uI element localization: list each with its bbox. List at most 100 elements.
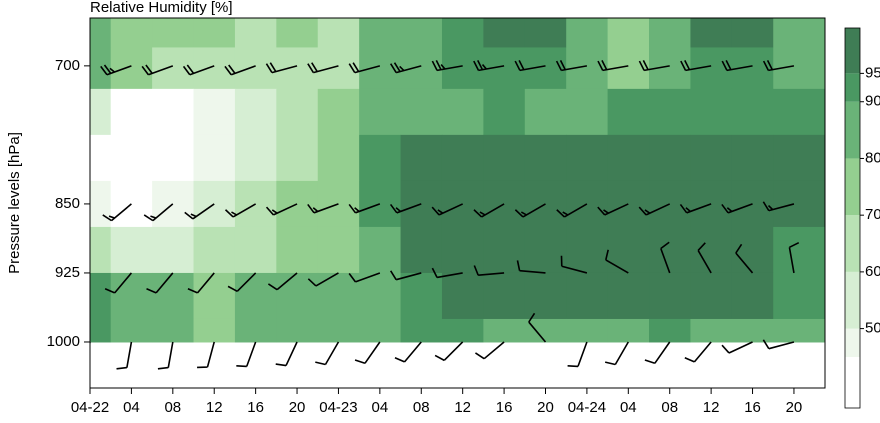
rh-cell: [152, 272, 195, 320]
rh-cell: [110, 318, 153, 343]
rh-cell: [90, 134, 112, 182]
wind-barb: [560, 255, 588, 274]
rh-cell: [566, 18, 609, 48]
rh-cell: [483, 180, 526, 228]
wind-barb: [473, 59, 505, 72]
rh-cell: [690, 88, 733, 136]
rh-cell: [566, 226, 609, 274]
wind-barb: [567, 341, 588, 368]
wind-barb: [762, 339, 795, 350]
rh-cell: [359, 88, 402, 136]
colorbar-band: [845, 328, 860, 357]
x-tick-label: 04-23: [319, 399, 357, 416]
rh-cell: [234, 134, 277, 182]
colorbar-tick-label: 60: [865, 263, 880, 280]
rh-cell: [773, 272, 825, 320]
wind-barb: [697, 242, 712, 274]
wind-barb: [604, 341, 630, 366]
rh-cell: [607, 272, 650, 320]
wind-barb: [721, 59, 753, 72]
wind-barb: [735, 243, 754, 274]
rh-cell: [276, 18, 319, 48]
x-tick-label: 04: [123, 399, 140, 416]
wind-barb: [307, 272, 339, 287]
wind-barb: [605, 249, 629, 274]
rh-cell: [690, 226, 733, 274]
colorbar-band: [845, 158, 860, 216]
rh-cell: [441, 318, 484, 343]
wind-barb: [597, 203, 629, 216]
rh-cell: [193, 318, 236, 343]
rh-cell: [566, 134, 609, 182]
rh-cell: [90, 18, 112, 48]
x-tick-label: 20: [289, 399, 306, 416]
wind-barb: [141, 64, 174, 76]
wind-barb: [348, 62, 381, 74]
rh-cell: [731, 88, 774, 136]
rh-cell: [359, 134, 402, 182]
rh-cell: [773, 18, 825, 48]
rh-cell: [524, 88, 567, 136]
rh-cell: [359, 272, 402, 320]
rh-cell: [690, 18, 733, 48]
rh-cell: [524, 180, 567, 228]
wind-barb: [227, 272, 257, 293]
rh-cell: [690, 272, 733, 320]
rh-cell: [441, 18, 484, 48]
y-tick-label: 850: [55, 195, 80, 212]
rh-cell: [400, 88, 443, 136]
rh-cell: [607, 226, 650, 274]
rh-cell: [90, 47, 112, 90]
rh-cell: [773, 88, 825, 136]
rh-cell: [731, 134, 774, 182]
rh-cell: [566, 180, 609, 228]
rh-cell: [276, 272, 319, 320]
rh-cell: [441, 180, 484, 228]
wind-barb: [434, 341, 464, 362]
wind-barb: [597, 59, 629, 72]
rh-cell: [110, 88, 153, 136]
colorbar-tick-label: 70: [865, 206, 880, 223]
rh-cell: [731, 272, 774, 320]
wind-barb: [516, 260, 546, 274]
rh-cell: [317, 18, 360, 48]
rh-cell: [193, 47, 236, 90]
x-tick-label: 16: [247, 399, 264, 416]
rh-cell: [317, 134, 360, 182]
rh-cell: [152, 318, 195, 343]
x-tick-label: 08: [164, 399, 181, 416]
x-tick-label: 08: [413, 399, 430, 416]
wind-barb: [184, 203, 215, 220]
wind-barb: [224, 203, 257, 218]
y-axis-label: Pressure levels [hPa]: [6, 132, 23, 274]
rh-cell: [441, 226, 484, 274]
wind-barb: [236, 341, 257, 368]
wind-barb: [431, 203, 464, 216]
colorbar-band: [845, 271, 860, 329]
plot-frame: [89, 17, 826, 389]
rh-cell: [524, 318, 567, 343]
rh-cell: [441, 134, 484, 182]
rh-cell: [276, 47, 319, 90]
wind-barb: [431, 267, 463, 279]
rh-cell: [152, 88, 195, 136]
rh-cell: [607, 180, 650, 228]
rh-cell: [110, 226, 153, 274]
rh-cell: [317, 226, 360, 274]
rh-cell: [152, 226, 195, 274]
rh-cell: [193, 18, 236, 48]
rh-cell: [276, 226, 319, 274]
rh-cell: [649, 226, 691, 274]
wind-barb: [348, 272, 381, 283]
rh-cell: [524, 134, 567, 182]
rh-cell: [400, 18, 443, 48]
wind-barb: [348, 203, 381, 214]
rh-cell: [110, 272, 153, 320]
colorbar-band: [845, 73, 860, 102]
wind-barb: [473, 265, 505, 277]
rh-cell: [731, 180, 774, 228]
wind-barb: [389, 203, 422, 214]
rh-cell: [690, 134, 733, 182]
rh-cell: [607, 134, 650, 182]
